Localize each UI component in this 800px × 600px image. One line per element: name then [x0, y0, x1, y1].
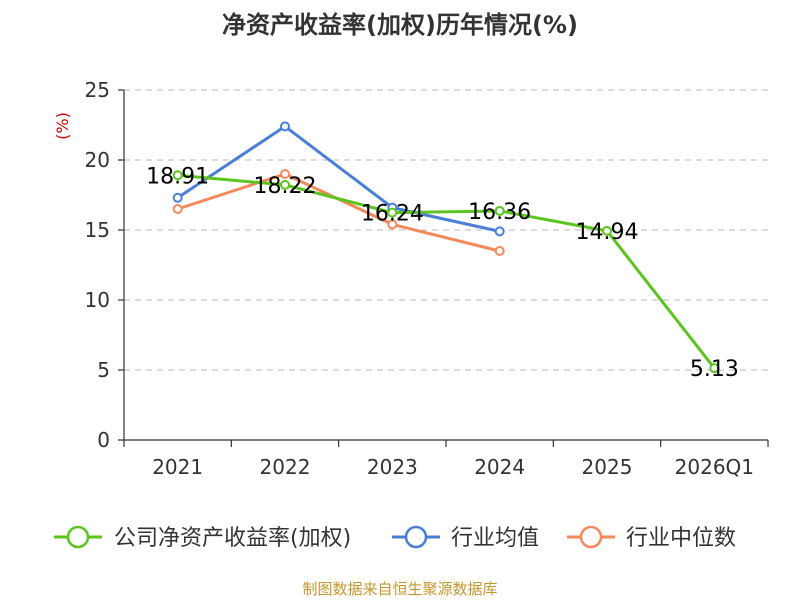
data-point-2-2	[387, 219, 398, 230]
legend-item-0[interactable]: 公司净资产收益率(加权)	[54, 525, 351, 551]
series-0	[172, 170, 720, 374]
series-group	[172, 121, 720, 374]
x-tick-label-2022: 2022	[260, 455, 311, 479]
data-point-1-0	[172, 192, 183, 203]
y-tick-label: 15	[85, 218, 110, 242]
legend-item-2[interactable]: 行业中位数	[567, 525, 736, 551]
y-tick-label: 10	[85, 288, 110, 312]
source-note: 制图数据来自恒生聚源数据库	[302, 580, 497, 598]
legend-marker-0	[66, 525, 90, 549]
legend-label-1: 行业均值	[451, 526, 539, 551]
y-tick-label: 20	[85, 148, 110, 172]
legend-marker-1	[404, 525, 428, 549]
data-label-4: 14.94	[576, 220, 639, 245]
data-label-0: 18.91	[146, 164, 209, 189]
data-label-2: 16.24	[361, 202, 424, 227]
legend-marker-2	[579, 525, 603, 549]
data-point-2-3	[494, 246, 505, 256]
x-tick-label-2026Q1: 2026Q1	[675, 455, 754, 479]
data-label-5: 5.13	[690, 357, 739, 382]
x-tick-label-2021: 2021	[152, 455, 203, 479]
x-tick-label-2025: 2025	[582, 455, 633, 479]
data-labels: 18.91 18.22 16.24 16.36 14.94 5.13	[146, 164, 739, 382]
y-axis-unit-label: (%)	[53, 112, 72, 140]
y-tick-label: 5	[97, 358, 110, 382]
data-point-2-1	[280, 169, 290, 179]
x-tick-label-2023: 2023	[367, 455, 418, 479]
data-point-0-2	[387, 207, 398, 218]
data-point-0-0	[172, 170, 183, 181]
data-point-0-3	[494, 205, 505, 216]
data-point-1-1	[280, 121, 290, 132]
data-point-0-4	[602, 225, 612, 236]
legend-label-0: 公司净资产收益率(加权)	[114, 526, 351, 551]
data-point-1-3	[494, 226, 505, 237]
chart-title: 净资产收益率(加权)历年情况(%)	[222, 11, 578, 39]
series-line-1	[176, 124, 500, 233]
legend-label-2: 行业中位数	[626, 526, 736, 551]
series-line-0	[177, 173, 716, 370]
axes	[118, 89, 769, 447]
y-tick-label: 25	[85, 78, 110, 102]
legend-item-1[interactable]: 行业均值	[392, 525, 539, 551]
data-label-1: 18.22	[254, 174, 317, 199]
y-tick-label: 0	[97, 428, 110, 452]
grid-lines	[124, 89, 768, 371]
data-point-2-0	[172, 204, 183, 214]
series-1	[172, 121, 505, 237]
x-tick-label-2024: 2024	[474, 455, 525, 479]
data-label-3: 16.36	[468, 200, 531, 225]
legend[interactable]: 公司净资产收益率(加权) 行业均值 行业中位数	[54, 525, 736, 551]
data-point-0-1	[280, 179, 290, 190]
data-point-0-5	[709, 363, 720, 374]
